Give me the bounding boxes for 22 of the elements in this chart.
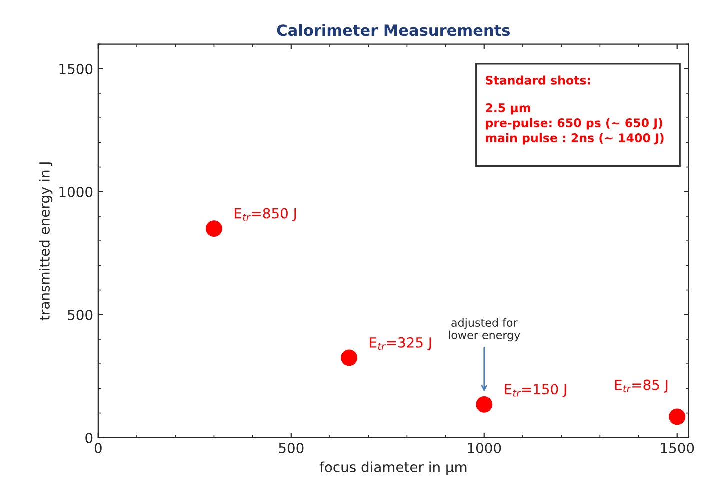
annotation: E$_{tr}$=85 J bbox=[615, 380, 668, 393]
x-tick-label: 1000 bbox=[468, 442, 502, 454]
y-axis-title: transmitted energy in J bbox=[39, 162, 53, 321]
chart-title: Calorimeter Measurements bbox=[277, 24, 510, 36]
y-tick-label: 1500 bbox=[60, 64, 93, 74]
point bbox=[476, 396, 493, 413]
annotation: E$_{tr}$=325 J bbox=[370, 337, 432, 351]
annotation: 2.5 µm pre-pulse: 650 ps (~ 650 J) main pulse : 2ns (~ 1400 J) bbox=[486, 104, 664, 145]
annotation: adjusted for lower energy bbox=[449, 318, 520, 342]
y-tick-label: 1000 bbox=[60, 186, 93, 198]
annotation: E$_{tr}$=150 J bbox=[505, 384, 566, 398]
x-tick-label: 500 bbox=[279, 442, 304, 454]
point bbox=[341, 350, 358, 366]
y-tick-label: 0 bbox=[86, 432, 93, 444]
x-tick-label: 0 bbox=[94, 442, 102, 454]
annotation: E$_{tr}$=850 J bbox=[235, 208, 296, 222]
y-tick-label: 500 bbox=[68, 310, 93, 320]
x-tick-label: 1500 bbox=[661, 442, 694, 454]
point bbox=[206, 220, 222, 237]
point bbox=[669, 408, 686, 426]
annotation: Standard shots: bbox=[486, 76, 590, 85]
x-axis-title: focus diameter in µm bbox=[320, 462, 467, 476]
